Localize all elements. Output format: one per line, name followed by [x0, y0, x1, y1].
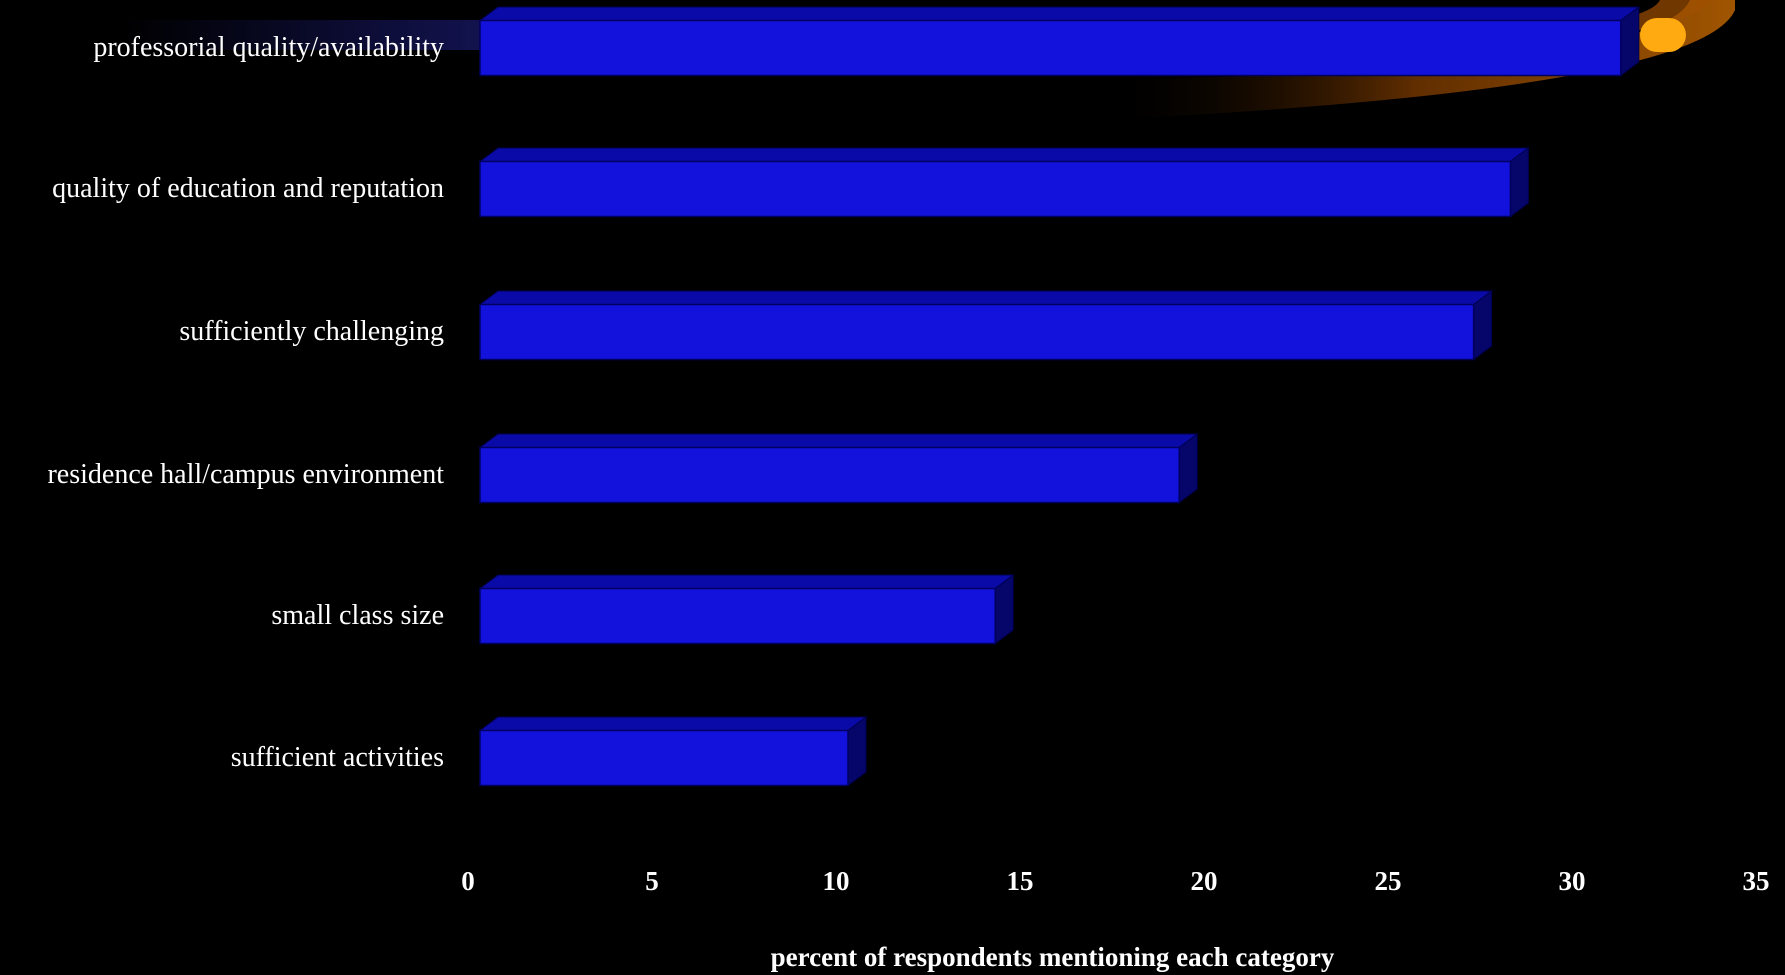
x-tick-label: 10 — [823, 866, 850, 896]
x-axis-title: percent of respondents mentioning each c… — [770, 942, 1335, 972]
x-tick-label: 0 — [461, 866, 475, 896]
x-tick-label: 15 — [1007, 866, 1034, 896]
x-tick-label: 30 — [1559, 866, 1586, 896]
x-tick-label: 25 — [1375, 866, 1402, 896]
category-label: sufficiently challenging — [179, 316, 444, 347]
x-tick-label: 20 — [1191, 866, 1218, 896]
x-tick-label: 35 — [1743, 866, 1770, 896]
bar — [479, 160, 1512, 218]
category-label: sufficient activities — [230, 742, 444, 773]
bar-top — [478, 290, 1494, 305]
bar — [479, 303, 1475, 361]
bar — [479, 446, 1180, 504]
bar — [479, 19, 1622, 77]
x-tick-label: 5 — [645, 866, 659, 896]
bar-top — [478, 716, 868, 731]
category-label: professorial quality/availability — [93, 32, 444, 63]
bar-top — [478, 433, 1199, 448]
category-label: residence hall/campus environment — [47, 459, 444, 490]
category-label: small class size — [271, 600, 444, 631]
bar — [479, 587, 996, 645]
bar — [479, 729, 849, 787]
bar-top — [478, 574, 1015, 589]
bar-top — [478, 147, 1530, 162]
category-label: quality of education and reputation — [52, 173, 444, 204]
bar-top — [478, 6, 1641, 21]
